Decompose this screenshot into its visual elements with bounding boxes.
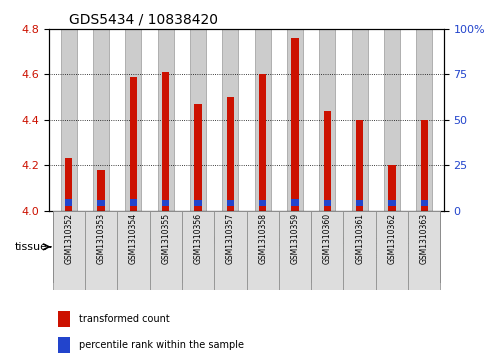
Bar — [98, 170, 105, 211]
Bar — [421, 120, 428, 211]
FancyBboxPatch shape — [182, 211, 214, 290]
Bar — [65, 199, 72, 206]
Bar — [227, 97, 234, 211]
Text: GSM1310356: GSM1310356 — [194, 213, 203, 264]
Bar — [93, 29, 109, 211]
FancyBboxPatch shape — [117, 211, 149, 290]
Bar — [222, 29, 239, 211]
Text: growth plate cartilage
resting zone: growth plate cartilage resting zone — [314, 236, 437, 258]
FancyBboxPatch shape — [408, 211, 440, 290]
FancyBboxPatch shape — [85, 211, 117, 290]
Text: GSM1310358: GSM1310358 — [258, 213, 267, 264]
Bar — [259, 200, 266, 206]
Bar — [388, 200, 395, 206]
Bar — [194, 104, 202, 211]
FancyBboxPatch shape — [246, 211, 279, 290]
Text: articular cartilage
intermediate/deep zones: articular cartilage intermediate/deep zo… — [185, 236, 308, 258]
Bar — [388, 165, 395, 211]
FancyBboxPatch shape — [311, 211, 440, 283]
Bar — [324, 200, 331, 206]
Bar — [259, 74, 266, 211]
FancyBboxPatch shape — [149, 211, 182, 290]
Text: GSM1310363: GSM1310363 — [420, 213, 429, 264]
Bar — [162, 72, 169, 211]
Bar — [254, 29, 271, 211]
Bar — [98, 200, 105, 206]
Bar — [190, 29, 206, 211]
Bar — [58, 337, 70, 353]
Text: GSM1310355: GSM1310355 — [161, 213, 170, 264]
Bar — [324, 111, 331, 211]
Bar — [125, 29, 141, 211]
FancyBboxPatch shape — [279, 211, 311, 290]
Bar — [416, 29, 432, 211]
Bar — [287, 29, 303, 211]
Bar — [65, 158, 72, 211]
Text: GSM1310353: GSM1310353 — [97, 213, 106, 264]
Text: GSM1310362: GSM1310362 — [387, 213, 396, 264]
Text: tissue: tissue — [15, 242, 48, 252]
FancyBboxPatch shape — [311, 211, 344, 290]
Bar — [162, 200, 169, 206]
FancyBboxPatch shape — [53, 211, 182, 283]
FancyBboxPatch shape — [376, 211, 408, 290]
Bar — [58, 311, 70, 327]
Bar — [130, 77, 137, 211]
Bar — [421, 200, 428, 206]
Text: GSM1310357: GSM1310357 — [226, 213, 235, 264]
FancyBboxPatch shape — [344, 211, 376, 290]
Bar — [61, 29, 77, 211]
Bar — [158, 29, 174, 211]
Text: percentile rank within the sample: percentile rank within the sample — [79, 340, 244, 350]
Bar — [130, 199, 137, 206]
Bar — [291, 38, 299, 211]
Bar — [352, 29, 368, 211]
Text: articular cartilage
superficial zone: articular cartilage superficial zone — [68, 236, 167, 258]
Text: GSM1310359: GSM1310359 — [290, 213, 299, 264]
Bar — [291, 199, 299, 206]
Text: GSM1310354: GSM1310354 — [129, 213, 138, 264]
Bar — [194, 200, 202, 206]
Text: GDS5434 / 10838420: GDS5434 / 10838420 — [69, 12, 218, 26]
FancyBboxPatch shape — [53, 211, 85, 290]
Bar — [227, 200, 234, 206]
FancyBboxPatch shape — [214, 211, 246, 290]
Bar — [356, 200, 363, 206]
Bar — [319, 29, 335, 211]
Text: transformed count: transformed count — [79, 314, 170, 323]
Bar — [356, 120, 363, 211]
FancyBboxPatch shape — [182, 211, 311, 283]
Text: GSM1310361: GSM1310361 — [355, 213, 364, 264]
Text: GSM1310360: GSM1310360 — [323, 213, 332, 264]
Text: GSM1310352: GSM1310352 — [64, 213, 73, 264]
Bar — [384, 29, 400, 211]
